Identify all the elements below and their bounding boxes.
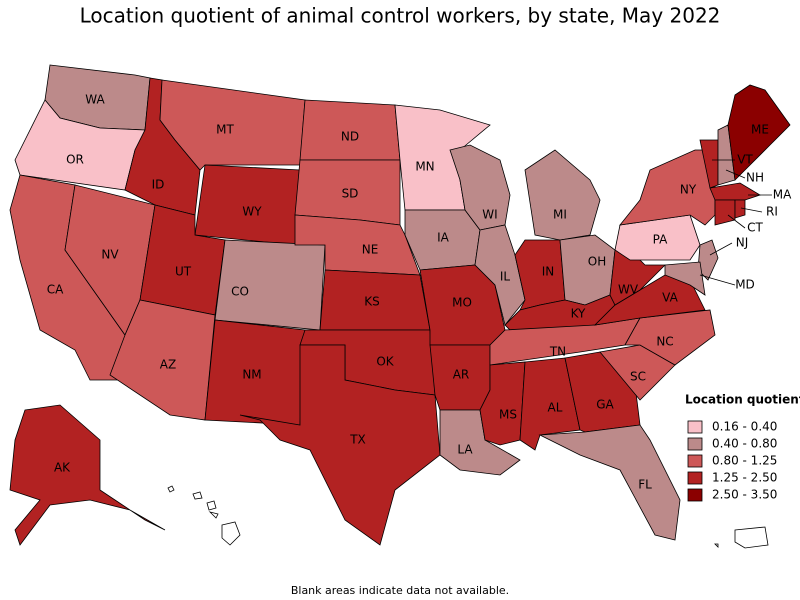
state-label: RI bbox=[766, 205, 778, 219]
state-label: MN bbox=[415, 160, 434, 174]
state-label: UT bbox=[175, 265, 192, 279]
legend-label: 2.50 - 3.50 bbox=[712, 488, 777, 502]
state-label: KY bbox=[571, 307, 586, 321]
state-label: TN bbox=[549, 345, 566, 359]
state-label: OH bbox=[588, 255, 606, 269]
state bbox=[9, 404, 166, 546]
legend-swatch bbox=[687, 437, 703, 451]
state-label: OR bbox=[66, 153, 84, 167]
state bbox=[664, 261, 706, 296]
state bbox=[474, 224, 526, 326]
state-label: FL bbox=[638, 478, 652, 492]
state-label: SC bbox=[630, 370, 646, 384]
state-label: CA bbox=[47, 283, 64, 297]
state-label: ID bbox=[152, 178, 165, 192]
state-label: IN bbox=[542, 265, 555, 279]
state-label: WA bbox=[85, 93, 105, 107]
state bbox=[619, 149, 716, 226]
state-label: OK bbox=[376, 355, 394, 369]
state-label: AZ bbox=[160, 358, 176, 372]
state-label: VT bbox=[737, 153, 753, 167]
legend-swatch bbox=[687, 454, 703, 468]
state-label: WY bbox=[242, 205, 262, 219]
state-label: MS bbox=[499, 408, 517, 422]
state-label: AL bbox=[548, 401, 563, 415]
state-label: NC bbox=[656, 335, 673, 349]
state-label: MA bbox=[773, 188, 792, 202]
state-label: MO bbox=[452, 296, 472, 310]
state-label: SD bbox=[342, 187, 359, 201]
state-label: ME bbox=[751, 123, 769, 137]
legend-title: Location quotient bbox=[685, 393, 800, 407]
leader-line bbox=[725, 169, 746, 179]
state bbox=[727, 84, 791, 181]
state bbox=[524, 149, 601, 241]
state bbox=[593, 274, 706, 326]
state-label: IA bbox=[437, 231, 450, 245]
state bbox=[734, 199, 746, 219]
state-label: WV bbox=[618, 283, 639, 297]
state-label: LA bbox=[457, 443, 473, 457]
state-label: NY bbox=[680, 183, 697, 197]
legend-label: 0.40 - 0.80 bbox=[712, 437, 777, 451]
state-label: GA bbox=[596, 398, 614, 412]
state-label: AR bbox=[453, 368, 470, 382]
no-data-islands bbox=[167, 485, 769, 549]
state-label: VA bbox=[662, 291, 678, 305]
state-label: NV bbox=[101, 248, 119, 262]
state-label: ND bbox=[341, 130, 359, 144]
state bbox=[559, 234, 616, 306]
state-label: AK bbox=[54, 461, 71, 475]
map-title: Location quotient of animal control work… bbox=[80, 4, 721, 28]
state bbox=[709, 182, 761, 201]
legend-label: 0.80 - 1.25 bbox=[712, 454, 777, 468]
state-label: NJ bbox=[736, 236, 749, 250]
state-label: WI bbox=[482, 208, 497, 222]
state-label: PA bbox=[653, 233, 668, 247]
leader-line bbox=[699, 274, 736, 286]
states: WA OR CA NV ID MT WY UT AZ CO NM ND SD NE KS OK TX MN IA MO… bbox=[9, 64, 792, 546]
leader-line bbox=[709, 242, 733, 256]
state-label: MT bbox=[216, 123, 234, 137]
state-label: CT bbox=[747, 221, 763, 235]
state-label: MI bbox=[553, 208, 567, 222]
state-label: CO bbox=[231, 285, 249, 299]
leader-line bbox=[727, 214, 746, 229]
footnote: Blank areas indicate data not available. bbox=[291, 584, 509, 597]
legend: Location quotient 0.16 - 0.40 0.40 - 0.80… bbox=[685, 393, 800, 502]
state-label: IL bbox=[500, 270, 511, 284]
state bbox=[538, 424, 681, 541]
leader-line bbox=[740, 207, 763, 213]
state-label: TX bbox=[349, 433, 366, 447]
legend-label: 1.25 - 2.50 bbox=[712, 471, 777, 485]
legend-swatch bbox=[687, 488, 703, 502]
state-label: NH bbox=[746, 171, 764, 185]
state-label: KS bbox=[364, 295, 380, 309]
legend-label: 0.16 - 0.40 bbox=[712, 420, 777, 434]
state bbox=[109, 299, 216, 421]
state-label: NE bbox=[362, 243, 379, 257]
state-label: NM bbox=[242, 368, 261, 382]
legend-swatch bbox=[687, 420, 703, 434]
state bbox=[714, 199, 736, 226]
state bbox=[239, 344, 441, 546]
state-label: MD bbox=[735, 278, 755, 292]
legend-swatch bbox=[687, 471, 703, 485]
